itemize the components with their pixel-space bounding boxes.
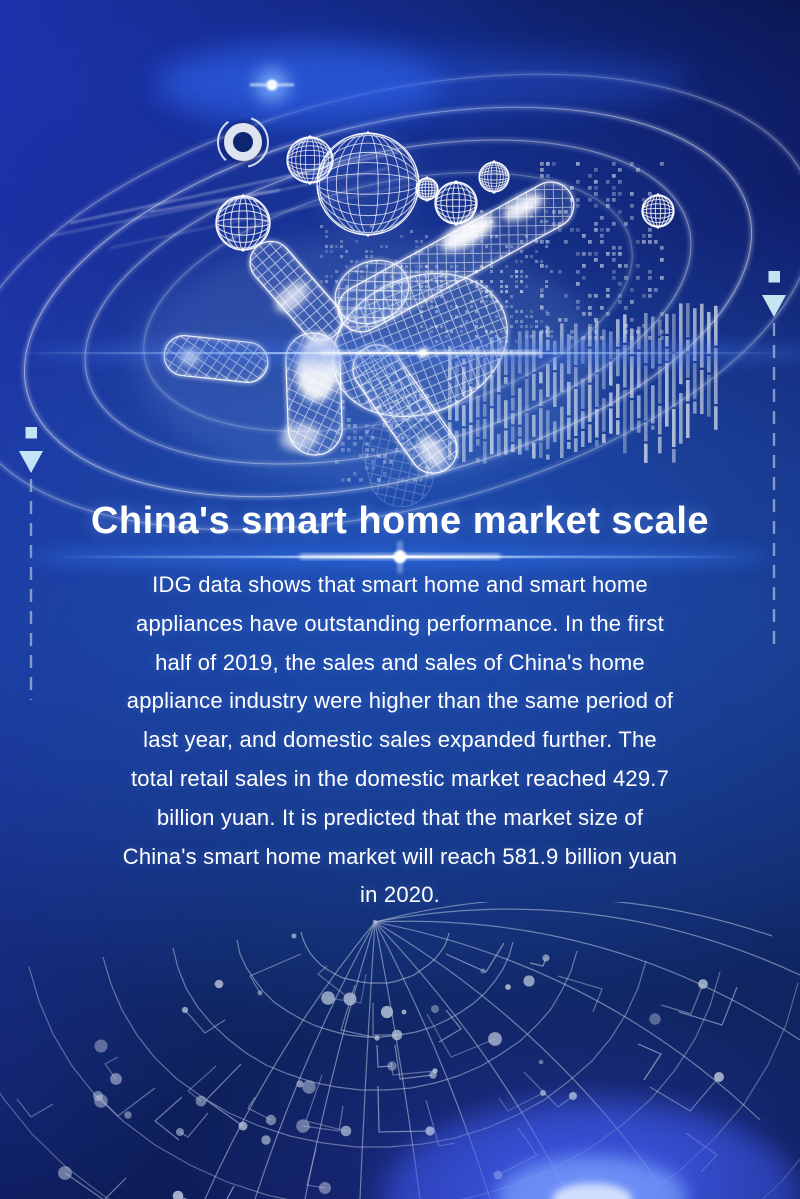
paragraph-line: half of 2019, the sales and sales of Chi… bbox=[155, 649, 645, 675]
paragraph-line: appliances have outstanding performance.… bbox=[136, 610, 664, 636]
wireframe-sphere bbox=[478, 160, 510, 194]
paragraph-line: billion yuan. It is predicted that the m… bbox=[156, 804, 644, 830]
bottom-glow bbox=[382, 1106, 800, 1199]
down-triangle-icon bbox=[19, 451, 43, 473]
paragraph-line: in 2020. bbox=[360, 882, 440, 908]
square-icon bbox=[768, 271, 780, 283]
paragraph-line: total retail sales in the domestic marke… bbox=[130, 765, 670, 791]
ring-icon bbox=[217, 116, 269, 168]
down-triangle-marker-left bbox=[19, 427, 43, 700]
paragraph-line: last year, and domestic sales expanded f… bbox=[143, 727, 657, 753]
lens-flare-mid bbox=[10, 344, 800, 362]
page-title: China's smart home market scale bbox=[90, 500, 710, 542]
square-icon bbox=[25, 427, 37, 439]
paragraph-line: IDG data shows that smart home and smart… bbox=[152, 572, 648, 597]
wireframe-sphere bbox=[641, 193, 675, 229]
down-triangle-marker-right bbox=[762, 271, 786, 645]
paragraph-line: China's smart home market will reach 581… bbox=[122, 843, 678, 869]
wireframe-sphere bbox=[314, 130, 422, 238]
wireframe-spheres bbox=[215, 130, 675, 252]
body-paragraph: IDG data shows that smart home and smart… bbox=[65, 566, 735, 915]
paragraph-line: appliance industry were higher than the … bbox=[126, 688, 674, 714]
